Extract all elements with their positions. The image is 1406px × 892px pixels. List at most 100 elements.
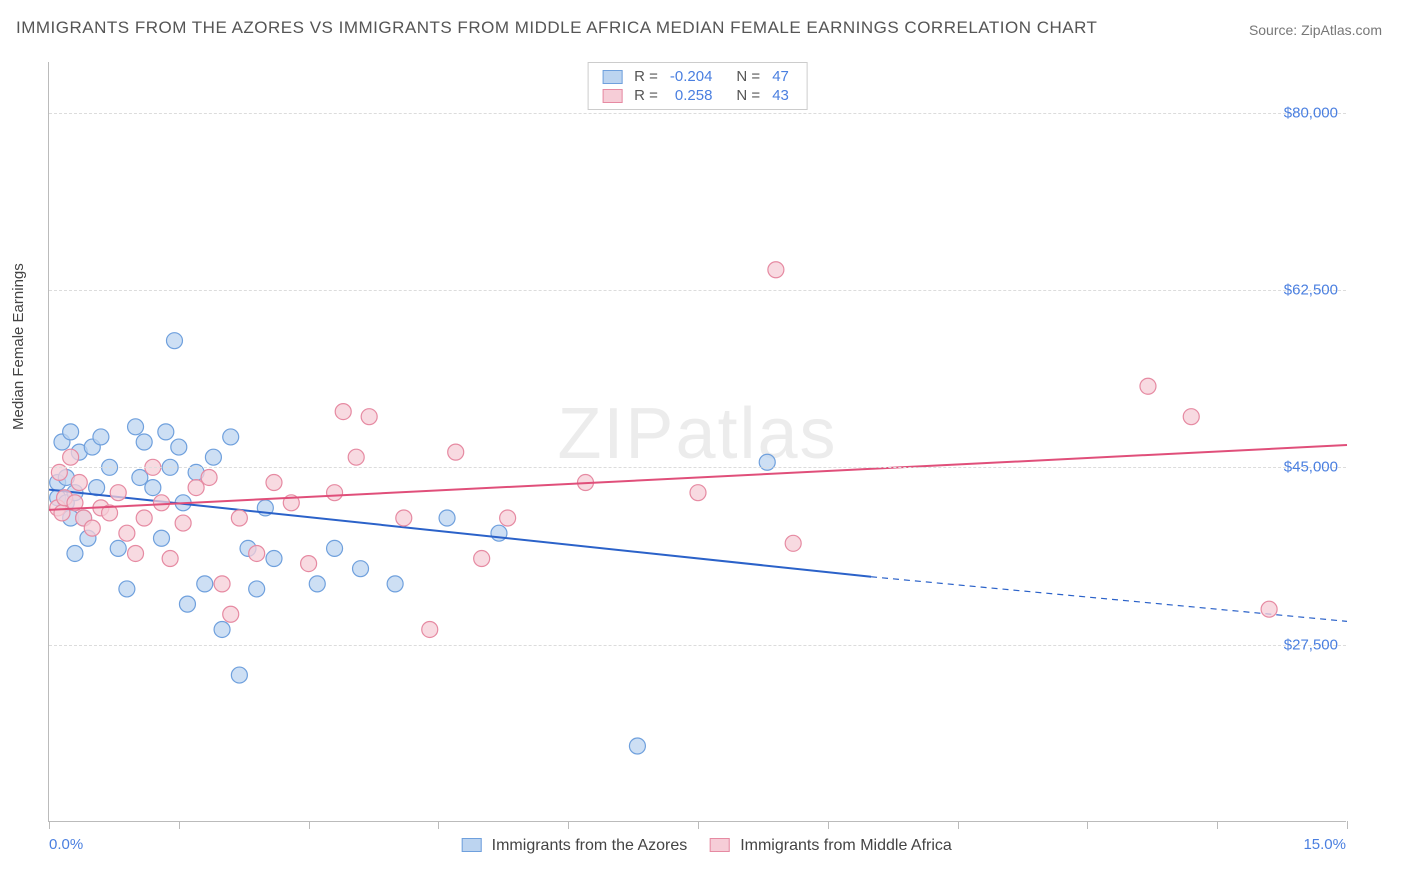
data-point-azores <box>93 429 109 445</box>
legend-label-middle-africa: Immigrants from Middle Africa <box>740 837 952 854</box>
x-tick <box>1087 821 1088 829</box>
data-point-middle_africa <box>768 262 784 278</box>
data-point-middle_africa <box>54 505 70 521</box>
legend-r-middle-africa: 0.258 <box>664 86 719 105</box>
data-point-middle_africa <box>1140 378 1156 394</box>
data-point-azores <box>145 480 161 496</box>
data-point-middle_africa <box>348 449 364 465</box>
legend-swatch-middle-africa <box>710 838 730 852</box>
x-axis-min-label: 0.0% <box>49 836 83 853</box>
series-legend: Immigrants from the Azores Immigrants fr… <box>443 837 952 855</box>
legend-r-label: R = <box>628 67 664 86</box>
y-tick-label: $45,000 <box>1284 459 1338 476</box>
legend-swatch-azores <box>461 838 481 852</box>
data-point-middle_africa <box>327 485 343 501</box>
x-tick <box>438 821 439 829</box>
data-point-middle_africa <box>71 475 87 491</box>
data-point-middle_africa <box>396 510 412 526</box>
legend-n-label: N = <box>730 86 766 105</box>
legend-r-azores: -0.204 <box>664 67 719 86</box>
correlation-legend: R = -0.204 N = 47 R = 0.258 N = 43 <box>587 62 808 110</box>
data-point-azores <box>119 581 135 597</box>
data-point-azores <box>353 561 369 577</box>
data-point-azores <box>132 469 148 485</box>
gridline <box>49 645 1346 646</box>
data-point-middle_africa <box>214 576 230 592</box>
data-point-middle_africa <box>448 444 464 460</box>
gridline <box>49 467 1346 468</box>
x-tick <box>49 821 50 829</box>
data-point-azores <box>309 576 325 592</box>
gridline <box>49 290 1346 291</box>
legend-n-label: N = <box>730 67 766 86</box>
data-point-middle_africa <box>690 485 706 501</box>
data-point-middle_africa <box>136 510 152 526</box>
source-name: ZipAtlas.com <box>1301 22 1382 38</box>
data-point-azores <box>266 551 282 567</box>
legend-row-middle-africa: R = 0.258 N = 43 <box>596 86 795 105</box>
x-tick <box>309 821 310 829</box>
data-point-middle_africa <box>119 525 135 541</box>
data-point-middle_africa <box>188 480 204 496</box>
chart-plot-area: ZIPatlas R = -0.204 N = 47 R = 0.258 N =… <box>48 62 1346 822</box>
data-point-azores <box>249 581 265 597</box>
legend-n-middle-africa: 43 <box>766 86 795 105</box>
data-point-azores <box>128 419 144 435</box>
y-tick-label: $27,500 <box>1284 636 1338 653</box>
data-point-azores <box>439 510 455 526</box>
data-point-middle_africa <box>500 510 516 526</box>
data-point-azores <box>166 333 182 349</box>
source-attribution: Source: ZipAtlas.com <box>1249 22 1382 38</box>
data-point-azores <box>171 439 187 455</box>
data-point-middle_africa <box>63 449 79 465</box>
data-point-middle_africa <box>162 551 178 567</box>
data-point-middle_africa <box>128 545 144 561</box>
data-point-middle_africa <box>301 556 317 572</box>
data-point-middle_africa <box>231 510 247 526</box>
data-point-middle_africa <box>201 469 217 485</box>
data-point-azores <box>197 576 213 592</box>
y-axis-label: Median Female Earnings <box>10 263 27 430</box>
data-point-middle_africa <box>335 404 351 420</box>
data-point-middle_africa <box>266 475 282 491</box>
data-point-middle_africa <box>153 495 169 511</box>
data-point-azores <box>158 424 174 440</box>
legend-swatch-azores <box>602 70 622 84</box>
data-point-middle_africa <box>223 606 239 622</box>
data-point-azores <box>67 545 83 561</box>
x-tick <box>1347 821 1348 829</box>
data-point-azores <box>63 424 79 440</box>
y-tick-label: $80,000 <box>1284 104 1338 121</box>
data-point-azores <box>153 530 169 546</box>
data-point-middle_africa <box>1261 601 1277 617</box>
chart-svg <box>49 62 1346 821</box>
data-point-azores <box>231 667 247 683</box>
y-tick-label: $62,500 <box>1284 282 1338 299</box>
x-axis-max-label: 15.0% <box>1303 836 1346 853</box>
source-label: Source: <box>1249 22 1297 38</box>
data-point-middle_africa <box>249 545 265 561</box>
legend-row-azores: R = -0.204 N = 47 <box>596 67 795 86</box>
data-point-middle_africa <box>785 535 801 551</box>
x-tick <box>1217 821 1218 829</box>
gridline <box>49 113 1346 114</box>
legend-label-azores: Immigrants from the Azores <box>492 837 688 854</box>
data-point-azores <box>214 621 230 637</box>
data-point-azores <box>205 449 221 465</box>
data-point-middle_africa <box>175 515 191 531</box>
data-point-middle_africa <box>361 409 377 425</box>
x-tick <box>958 821 959 829</box>
data-point-middle_africa <box>474 551 490 567</box>
x-tick <box>698 821 699 829</box>
data-point-middle_africa <box>1183 409 1199 425</box>
legend-n-azores: 47 <box>766 67 795 86</box>
data-point-middle_africa <box>84 520 100 536</box>
chart-title: IMMIGRANTS FROM THE AZORES VS IMMIGRANTS… <box>16 18 1097 38</box>
data-point-azores <box>327 540 343 556</box>
x-tick <box>179 821 180 829</box>
data-point-azores <box>110 540 126 556</box>
data-point-middle_africa <box>422 621 438 637</box>
data-point-azores <box>223 429 239 445</box>
x-tick <box>828 821 829 829</box>
legend-swatch-middle-africa <box>602 89 622 103</box>
